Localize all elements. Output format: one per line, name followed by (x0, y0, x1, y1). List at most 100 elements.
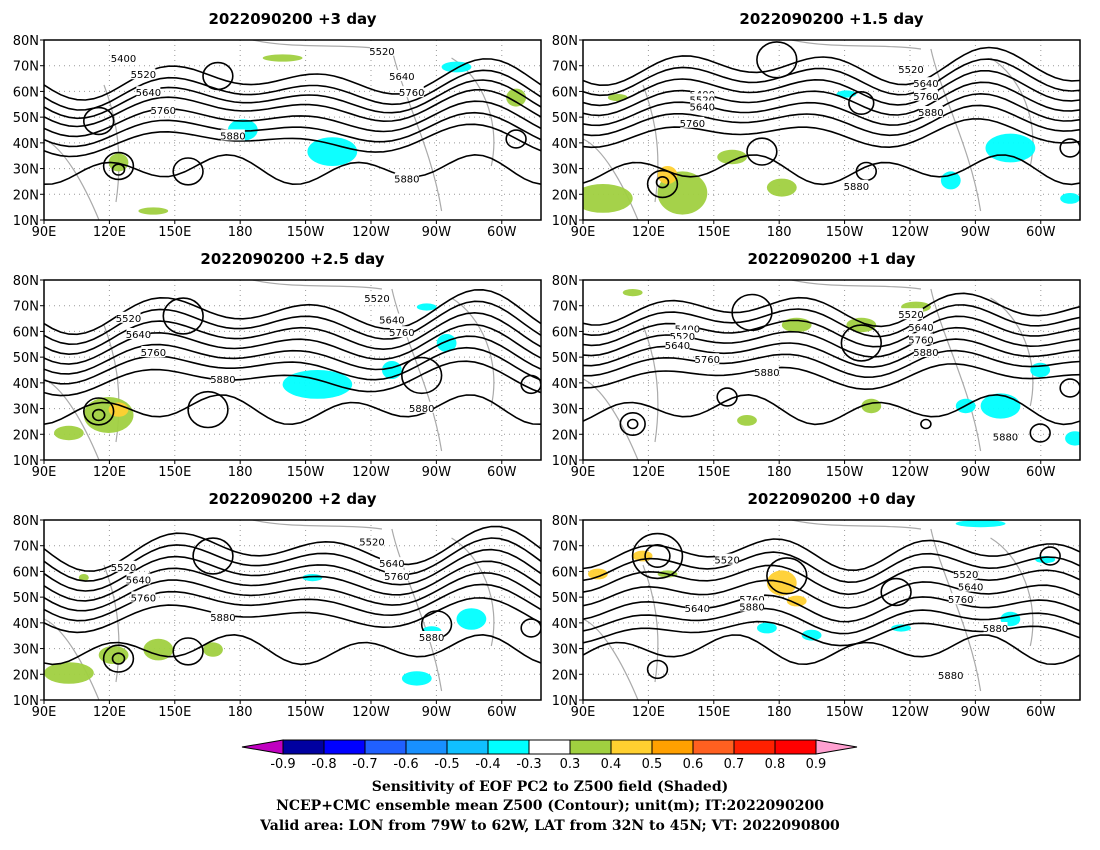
contour-label: 5760 (913, 92, 938, 103)
lon-tick-label: 150W (826, 705, 864, 720)
contour-label: 5640 (389, 72, 414, 83)
map-frame (43, 519, 542, 701)
contour-label: 5400 (111, 54, 136, 65)
lon-tick-label: 150E (697, 225, 730, 240)
lon-tick-label: 90W (422, 705, 452, 720)
lon-tick-label: 180 (767, 225, 792, 240)
sensitivity-shading (622, 289, 1080, 446)
lon-tick-label: 90E (571, 705, 596, 720)
lon-tick-label: 90E (571, 465, 596, 480)
lat-tick-label: 40N (13, 137, 39, 152)
lat-tick-label: 80N (13, 274, 39, 289)
contour-label: 5880 (394, 175, 419, 186)
contour-label: 5880 (210, 375, 235, 386)
lat-tick-label: 20N (13, 188, 39, 203)
contour-labels: 5400552056405760588055205640576058805880 (665, 308, 1018, 444)
contour-label: 5760 (389, 328, 414, 339)
lon-tick-label: 150E (697, 705, 730, 720)
lon-tick-label: 60W (1026, 705, 1056, 720)
map-frame (43, 39, 542, 221)
lat-tick-label: 60N (552, 565, 578, 580)
lat-tick-label: 30N (552, 403, 578, 418)
contour-label: 5760 (680, 119, 705, 130)
caption-line-1: Sensitivity of EOF PC2 to Z500 field (Sh… (372, 779, 728, 795)
contour-label: 5760 (908, 335, 933, 346)
lon-tick-label: 120W (352, 225, 390, 240)
contour-label: 5880 (210, 613, 235, 624)
contour-label: 5520 (364, 294, 389, 305)
map-frame (582, 519, 1081, 701)
panel-title: 2022090200 +1.5 day (739, 10, 923, 28)
lon-tick-label: 90E (32, 465, 57, 480)
lat-tick-label: 20N (13, 668, 39, 683)
contour-label: 5880 (409, 404, 434, 415)
lat-tick-label: 10N (552, 454, 578, 469)
caption-line-3: Valid area: LON from 79W to 62W, LAT fro… (259, 818, 840, 834)
lat-tick-label: 60N (13, 325, 39, 340)
contour-label: 5760 (948, 595, 973, 606)
contour-label: 5880 (983, 624, 1008, 635)
contour-label: 5880 (918, 108, 943, 119)
lat-tick-label: 70N (552, 60, 578, 75)
panel-title: 2022090200 +3 day (209, 10, 377, 28)
contour-label: 5640 (126, 575, 151, 586)
contour-label: 5880 (913, 348, 938, 359)
panel-title: 2022090200 +0 day (748, 490, 916, 508)
lat-tick-label: 70N (13, 540, 39, 555)
z500-contours (44, 58, 541, 186)
map-panel-p5: 2022090200 +2 day55205640576058805520564… (13, 490, 542, 720)
map-frame (582, 39, 1081, 221)
sensitivity-shading (583, 90, 1080, 215)
lat-tick-label: 80N (552, 514, 578, 529)
lat-tick-label: 10N (13, 454, 39, 469)
colorbar-cell (692, 739, 735, 755)
contour-label: 5880 (754, 368, 779, 379)
lat-tick-label: 70N (552, 300, 578, 315)
lon-tick-label: 120E (93, 705, 126, 720)
lon-tick-label: 150W (287, 705, 325, 720)
contour-label: 5880 (938, 671, 963, 682)
contour-label: 5760 (399, 88, 424, 99)
contour-label: 5520 (670, 332, 695, 343)
colorbar-cell (446, 739, 489, 755)
lon-tick-label: 120E (93, 225, 126, 240)
colorbar-cell (569, 739, 612, 755)
lon-tick-label: 90E (571, 225, 596, 240)
lon-tick-label: 150E (697, 465, 730, 480)
lon-tick-label: 60W (487, 705, 517, 720)
lat-tick-label: 50N (552, 351, 578, 366)
map-panel-p3: 2022090200 +2.5 day552056405760588055205… (13, 250, 542, 480)
colorbar-label: -0.9 (270, 757, 295, 772)
colorbar-cell (651, 739, 694, 755)
lon-tick-label: 180 (767, 705, 792, 720)
contour-label: 5520 (131, 70, 156, 81)
contour-label: 5520 (111, 563, 136, 574)
lon-tick-label: 120E (632, 465, 665, 480)
map-frame (582, 279, 1081, 461)
lat-tick-label: 20N (552, 188, 578, 203)
contour-label: 5760 (384, 572, 409, 583)
contour-label: 5520 (714, 556, 739, 567)
colorbar-max-arrow (815, 739, 858, 755)
colorbar-min-arrow (241, 739, 284, 755)
map-background (583, 520, 1080, 700)
lat-tick-label: 40N (13, 377, 39, 392)
lon-tick-label: 90W (961, 705, 991, 720)
lat-tick-label: 10N (552, 214, 578, 229)
lat-tick-label: 80N (13, 34, 39, 49)
lat-tick-label: 50N (13, 351, 39, 366)
lat-tick-label: 40N (552, 377, 578, 392)
lat-tick-label: 50N (13, 111, 39, 126)
lon-tick-label: 60W (1026, 465, 1056, 480)
lat-tick-label: 80N (552, 274, 578, 289)
lon-tick-label: 90E (32, 225, 57, 240)
lon-tick-label: 120W (352, 705, 390, 720)
colorbar-label: -0.4 (475, 757, 500, 772)
colorbar-cell (733, 739, 776, 755)
map-panel-p2: 2022090200 +1.5 day540055205640576058805… (552, 10, 1081, 240)
